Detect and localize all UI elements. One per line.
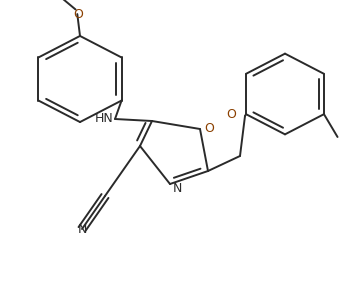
Text: N: N [77, 223, 87, 236]
Text: O: O [226, 109, 236, 122]
Text: O: O [73, 8, 83, 21]
Text: N: N [173, 181, 182, 195]
Text: O: O [204, 122, 214, 134]
Text: HN: HN [94, 112, 113, 126]
